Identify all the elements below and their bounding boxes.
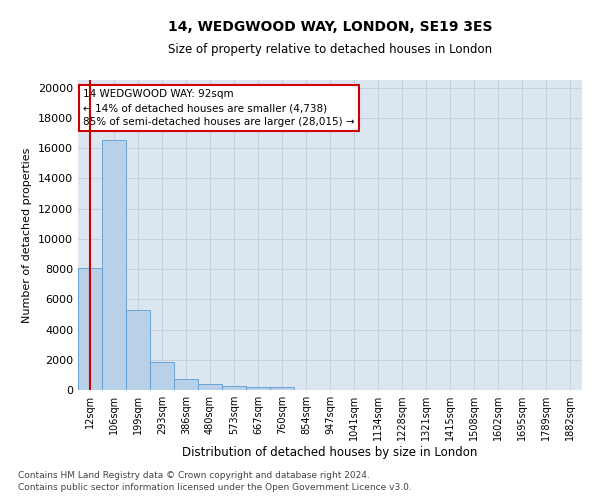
Bar (174, 380, 198, 390)
Bar (198, 384, 222, 390)
Bar (270, 388, 294, 390)
Text: 14, WEDGWOOD WAY, LONDON, SE19 3ES: 14, WEDGWOOD WAY, LONDON, SE19 3ES (168, 20, 492, 34)
Bar (102, 140, 126, 390)
Text: Contains public sector information licensed under the Open Government Licence v3: Contains public sector information licen… (18, 484, 412, 492)
Text: 14 WEDGWOOD WAY: 92sqm
← 14% of detached houses are smaller (4,738)
85% of semi-: 14 WEDGWOOD WAY: 92sqm ← 14% of detached… (83, 90, 355, 128)
Bar (78, 268, 102, 390)
X-axis label: Distribution of detached houses by size in London: Distribution of detached houses by size … (182, 446, 478, 459)
Bar (246, 386, 270, 390)
Bar (222, 386, 246, 390)
Text: Size of property relative to detached houses in London: Size of property relative to detached ho… (168, 42, 492, 56)
Bar (126, 310, 150, 390)
Y-axis label: Number of detached properties: Number of detached properties (22, 148, 32, 322)
Bar (150, 362, 174, 390)
Text: Contains HM Land Registry data © Crown copyright and database right 2024.: Contains HM Land Registry data © Crown c… (18, 471, 370, 480)
